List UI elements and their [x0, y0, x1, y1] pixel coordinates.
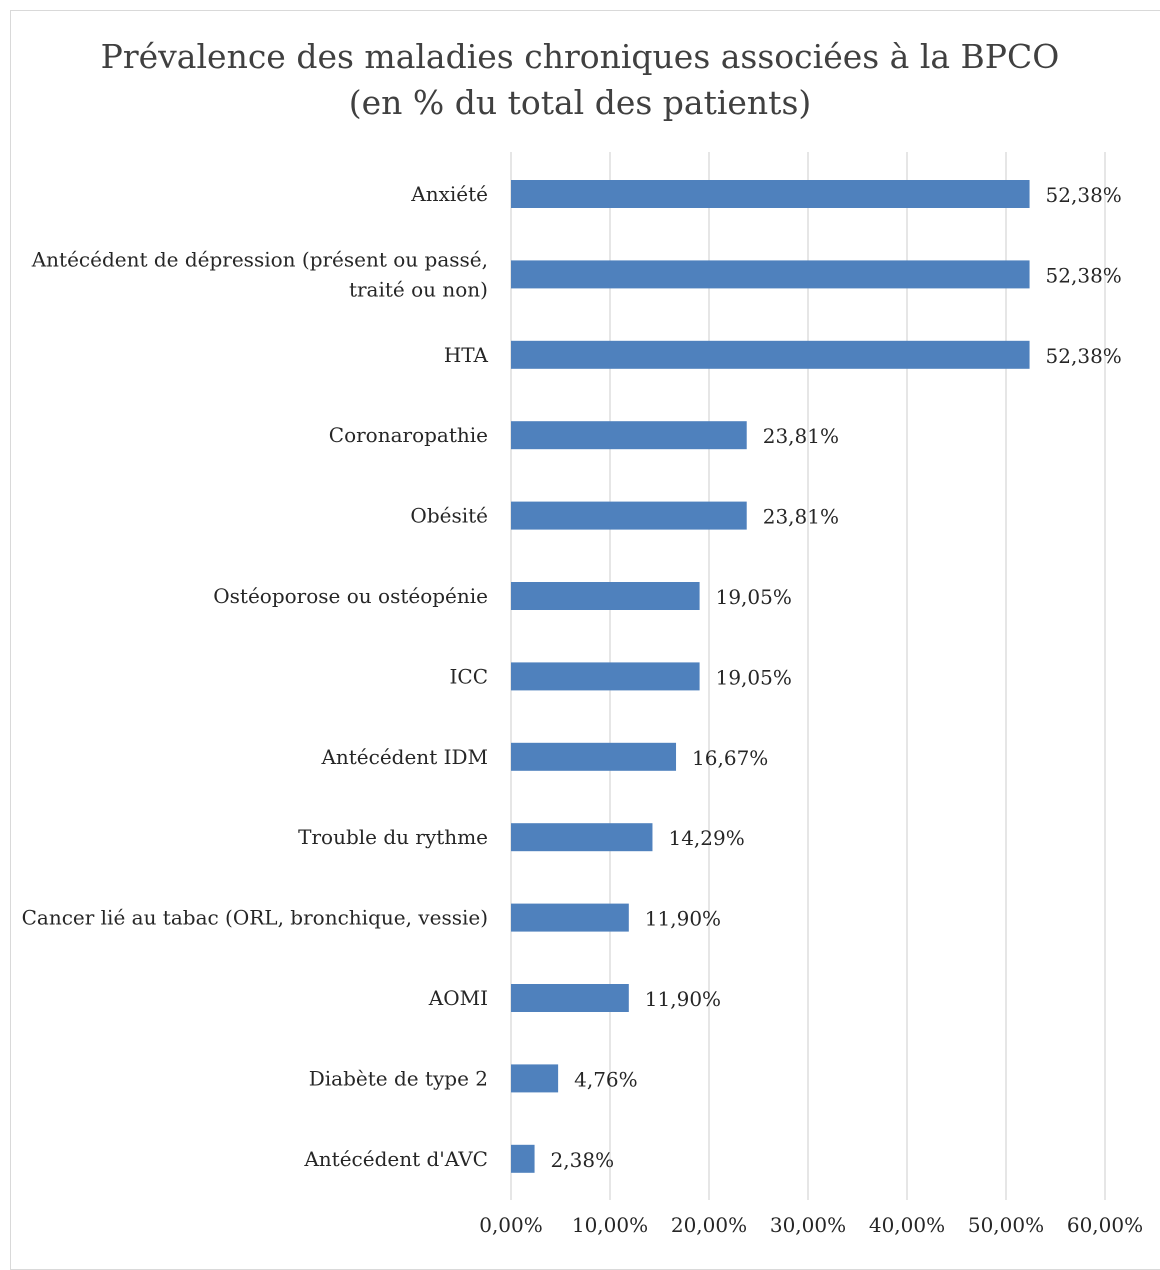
bar	[511, 823, 653, 852]
data-label: 52,38%	[1046, 263, 1122, 287]
bar	[511, 1064, 559, 1093]
x-tick-label: 0,00%	[479, 1213, 543, 1237]
x-tick-label: 40,00%	[869, 1213, 945, 1237]
data-label: 19,05%	[716, 665, 792, 689]
data-label: 19,05%	[716, 585, 792, 609]
x-tick-label: 10,00%	[572, 1213, 648, 1237]
chart-title: Prévalence des maladies chroniques assoc…	[0, 34, 1160, 126]
data-label: 23,81%	[763, 505, 839, 529]
data-label: 16,67%	[692, 746, 768, 770]
category-label: Antécédent de dépression (présent ou pas…	[31, 247, 488, 271]
bar	[511, 260, 1030, 289]
bars	[511, 180, 1030, 1173]
data-label: 14,29%	[668, 826, 744, 850]
bar	[511, 662, 700, 691]
chart-title-line-2: (en % du total des patients)	[348, 83, 812, 122]
x-tick-label: 60,00%	[1067, 1213, 1143, 1237]
x-tick-label: 20,00%	[671, 1213, 747, 1237]
category-label: traité ou non)	[349, 277, 488, 301]
category-label: Cancer lié au tabac (ORL, bronchique, ve…	[22, 906, 488, 930]
bar	[511, 984, 629, 1012]
bar	[511, 501, 747, 530]
category-label: Trouble du rythme	[298, 825, 488, 849]
data-label: 11,90%	[645, 987, 721, 1011]
data-label: 52,38%	[1046, 344, 1122, 368]
category-label: Antécédent d'AVC	[303, 1147, 488, 1171]
data-label: 4,76%	[574, 1067, 638, 1091]
chart-title-line-1: Prévalence des maladies chroniques assoc…	[100, 37, 1060, 76]
bar	[511, 582, 700, 610]
category-labels: Anxiété Antécédent de dépression (présent…	[22, 182, 489, 1171]
bar	[511, 421, 747, 450]
x-tick-label: 30,00%	[770, 1213, 846, 1237]
bar	[511, 742, 677, 771]
category-label: AOMI	[428, 986, 488, 1010]
data-label: 11,90%	[645, 907, 721, 931]
category-label: Anxiété	[410, 182, 488, 206]
category-label: Obésité	[410, 504, 488, 528]
data-label: 52,38%	[1046, 183, 1122, 207]
category-label: HTA	[444, 343, 489, 367]
x-tick-label: 50,00%	[968, 1213, 1044, 1237]
data-label: 2,38%	[551, 1148, 615, 1172]
x-tick-labels: 0,00% 10,00% 20,00% 30,00% 40,00% 50,00% 60,00…	[479, 1213, 1143, 1237]
bar	[511, 903, 629, 932]
bar	[511, 1144, 535, 1173]
category-label: ICC	[449, 664, 488, 688]
bar	[511, 340, 1030, 369]
category-label: Diabète de type 2	[309, 1066, 488, 1090]
data-labels: 52,38% 52,38% 52,38% 23,81% 23,81% 19,05% 19,0…	[551, 183, 1122, 1172]
category-label: Antécédent IDM	[320, 745, 488, 769]
category-label: Ostéoporose ou ostéopénie	[213, 584, 488, 608]
category-label: Coronaropathie	[329, 423, 488, 447]
bar	[511, 180, 1030, 208]
data-label: 23,81%	[763, 424, 839, 448]
